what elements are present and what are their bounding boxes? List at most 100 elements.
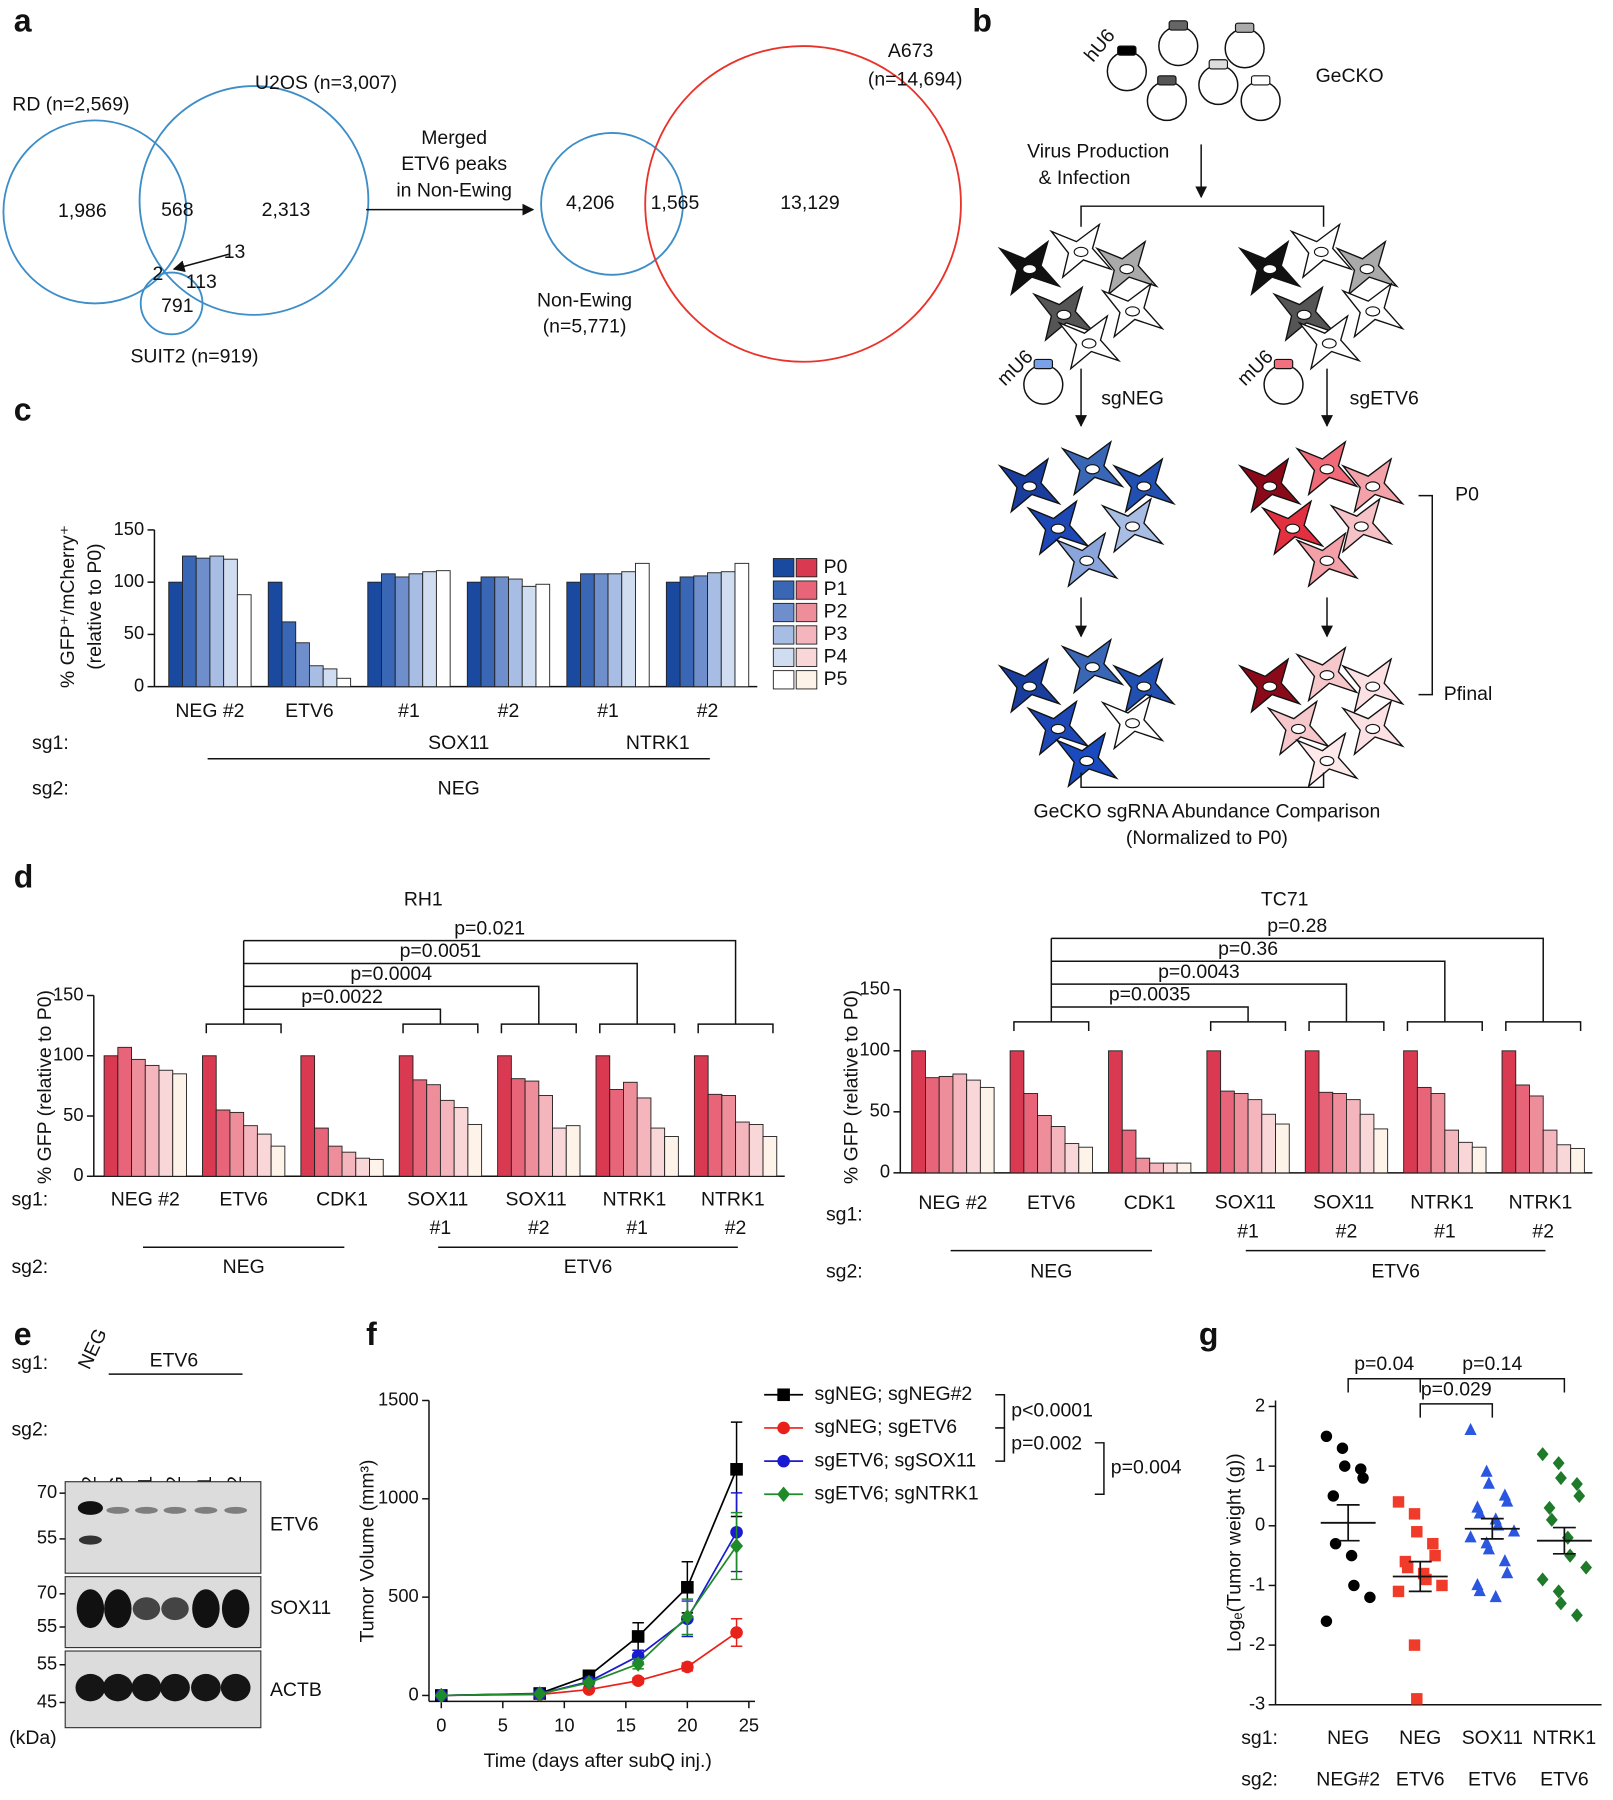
bar — [1570, 1147, 1585, 1174]
arrow-label: in Non-Ewing — [396, 179, 512, 201]
legend-swatch — [795, 580, 818, 600]
point — [1507, 1524, 1521, 1537]
y-tick-label: 150 — [53, 983, 84, 1004]
library-label: GeCKO — [1316, 65, 1384, 87]
group-bracket — [599, 1023, 676, 1034]
cell — [1237, 657, 1302, 714]
point — [1536, 1572, 1549, 1587]
chart-title: RH1 — [404, 889, 443, 911]
legend-label: P0 — [824, 556, 848, 578]
y-tick-label: -2 — [1249, 1633, 1265, 1654]
arrow-label: Merged — [421, 127, 487, 149]
bar — [1542, 1129, 1558, 1174]
band — [224, 1506, 248, 1514]
bar — [1108, 1050, 1123, 1174]
bar — [412, 1079, 428, 1177]
bar — [552, 1127, 567, 1177]
point — [1543, 1500, 1556, 1515]
cell — [1295, 645, 1359, 703]
point — [1464, 1422, 1477, 1436]
venn-set — [138, 85, 370, 316]
comparison-bracket — [995, 1427, 1006, 1462]
bar — [693, 1055, 709, 1177]
bar — [327, 1145, 343, 1177]
y-axis-label: % GFP⁺/mCherry⁺ — [57, 525, 79, 688]
p-value: p=0.36 — [1218, 938, 1278, 960]
bar — [466, 581, 482, 688]
point — [1429, 1549, 1441, 1562]
bar — [398, 1055, 414, 1177]
bar — [623, 1081, 638, 1177]
marker-label: 55 — [37, 1653, 57, 1674]
bar — [938, 1075, 954, 1174]
point — [1489, 1589, 1502, 1603]
bar — [707, 1093, 723, 1177]
band — [132, 1597, 161, 1621]
plasmid — [1240, 80, 1281, 122]
y-tick-label: 1000 — [378, 1487, 419, 1508]
y-tick-label: 2 — [1255, 1394, 1265, 1415]
x-tick-label: #2 — [697, 700, 719, 722]
point — [1552, 1584, 1565, 1599]
cell-nucleus — [1321, 338, 1337, 349]
bar — [1471, 1146, 1487, 1174]
cell-nucleus — [1365, 681, 1381, 692]
bar — [966, 1079, 981, 1174]
p-value: p=0.002 — [1011, 1433, 1082, 1455]
point — [1552, 1456, 1565, 1471]
x-tick-label: ETV6 — [1468, 1768, 1517, 1790]
cell — [1295, 440, 1359, 497]
band — [134, 1506, 158, 1514]
bar — [202, 1055, 217, 1177]
plasmid — [1263, 364, 1304, 405]
cell-nucleus — [1050, 723, 1066, 735]
cell-nucleus — [1022, 481, 1038, 492]
x-tick-label: 15 — [616, 1714, 636, 1735]
plasmid — [1198, 64, 1239, 106]
legend-label: P4 — [824, 646, 848, 668]
bar — [1009, 1050, 1025, 1174]
legend-label: P3 — [824, 623, 848, 645]
comparison-bracket — [243, 939, 737, 1025]
venn-set-label: U2OS (n=3,007) — [255, 72, 397, 94]
cell-nucleus — [1262, 681, 1278, 692]
cell — [1295, 731, 1359, 789]
guide-label: sgNEG — [1101, 388, 1164, 410]
x-tick-label: CDK1 — [1124, 1192, 1176, 1214]
x-tick-label: 20 — [677, 1714, 697, 1735]
y-tick-label: 50 — [870, 1100, 890, 1121]
cell — [1237, 457, 1302, 514]
bar — [1332, 1093, 1347, 1174]
point — [1473, 1506, 1486, 1519]
legend-label: sgNEG; sgETV6 — [815, 1416, 958, 1438]
bar — [1023, 1093, 1039, 1174]
point — [1473, 1583, 1486, 1597]
bar — [1458, 1141, 1473, 1174]
p-value: p=0.0043 — [1158, 961, 1240, 983]
protein-label: ACTB — [270, 1679, 322, 1701]
legend-label: P5 — [824, 668, 848, 690]
bar — [609, 1089, 624, 1177]
bar — [1261, 1113, 1276, 1174]
panel-label: b — [972, 3, 992, 39]
legend-marker — [777, 1421, 790, 1435]
comparison-label: (Normalized to P0) — [1126, 827, 1288, 849]
bracket — [1080, 205, 1325, 227]
point — [1427, 1537, 1439, 1550]
sg2-group-label: ETV6 — [1371, 1261, 1420, 1283]
cell — [1054, 731, 1119, 789]
comparison-bracket — [1419, 1378, 1566, 1393]
cell — [997, 657, 1062, 714]
sg1-group-label: SOX11 — [428, 732, 489, 754]
p-value: p=0.029 — [1421, 1378, 1492, 1400]
cell — [997, 239, 1062, 297]
bar — [131, 1058, 146, 1177]
point — [680, 1609, 694, 1625]
bar — [1501, 1050, 1517, 1174]
plasmid-insert — [1157, 75, 1177, 86]
x-tick-label: NEG — [1327, 1727, 1369, 1749]
comparison-bracket — [1051, 1006, 1249, 1022]
panel-label: c — [14, 392, 32, 428]
point — [631, 1630, 645, 1643]
